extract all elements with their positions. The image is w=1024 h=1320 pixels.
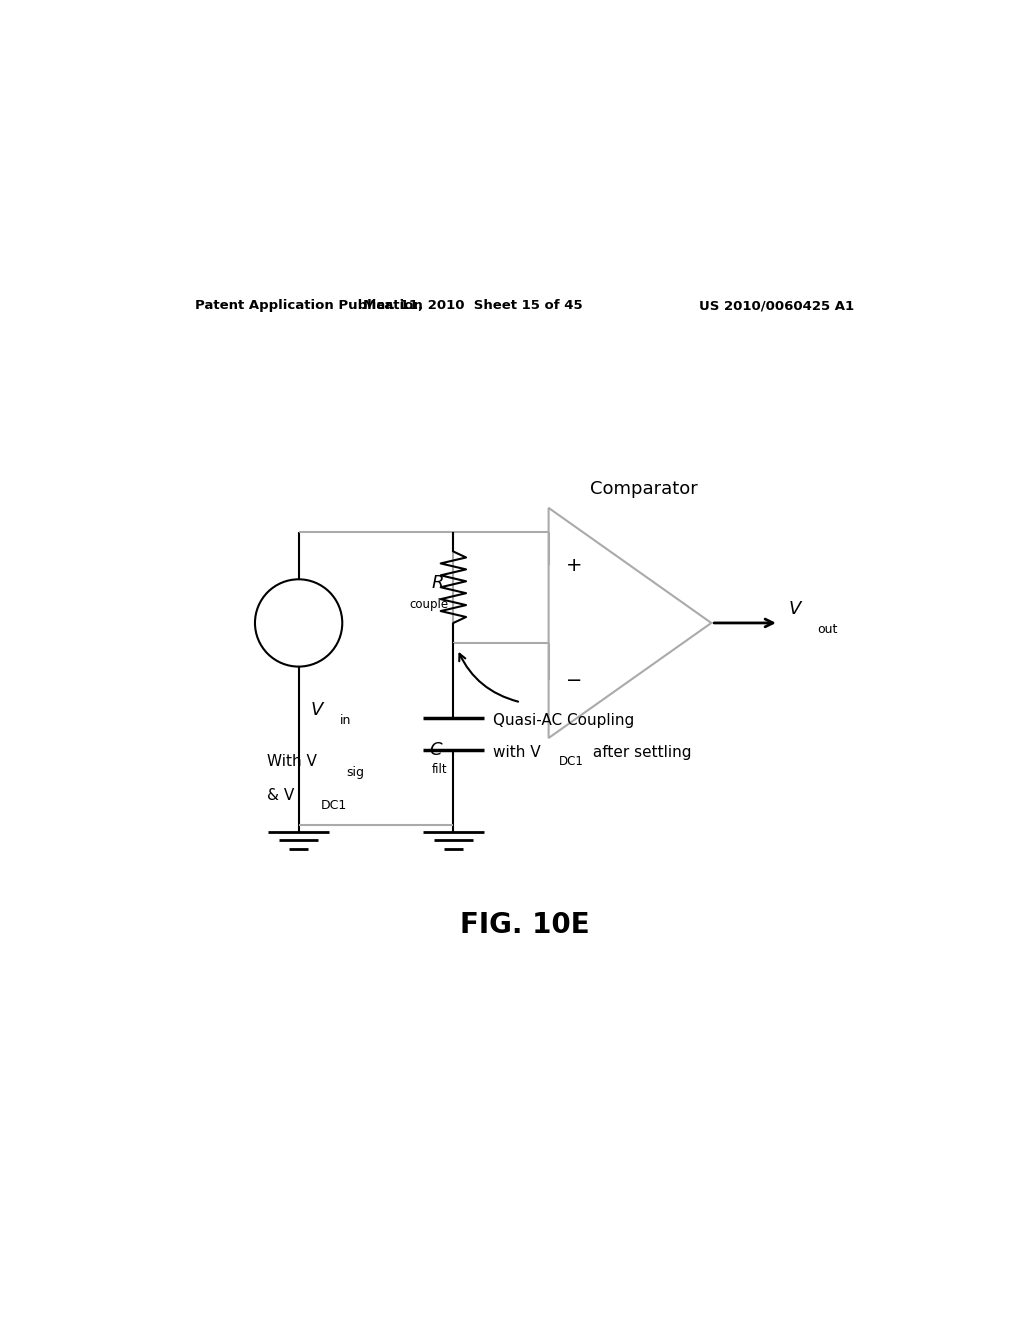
Text: V: V [310,701,323,719]
Text: after settling: after settling [588,744,692,760]
Text: With V: With V [267,754,316,770]
Text: V: V [788,599,801,618]
Text: Quasi-AC Coupling: Quasi-AC Coupling [494,713,634,729]
Text: filt: filt [431,763,447,776]
Text: & V: & V [267,788,294,803]
Text: DC1: DC1 [559,755,584,768]
Text: +: + [566,556,583,576]
Text: DC1: DC1 [321,799,347,812]
Text: FIG. 10E: FIG. 10E [460,911,590,939]
Text: C: C [429,741,441,759]
Text: with V: with V [494,744,541,760]
Text: in: in [340,714,351,727]
Text: R: R [431,574,443,593]
Text: −: − [566,671,583,690]
Text: couple: couple [410,598,449,611]
Text: Patent Application Publication: Patent Application Publication [196,300,423,312]
Text: Comparator: Comparator [590,480,697,499]
Text: sig: sig [346,766,365,779]
Text: Mar. 11, 2010  Sheet 15 of 45: Mar. 11, 2010 Sheet 15 of 45 [364,300,583,312]
Text: US 2010/0060425 A1: US 2010/0060425 A1 [699,300,854,312]
Text: out: out [817,623,838,636]
